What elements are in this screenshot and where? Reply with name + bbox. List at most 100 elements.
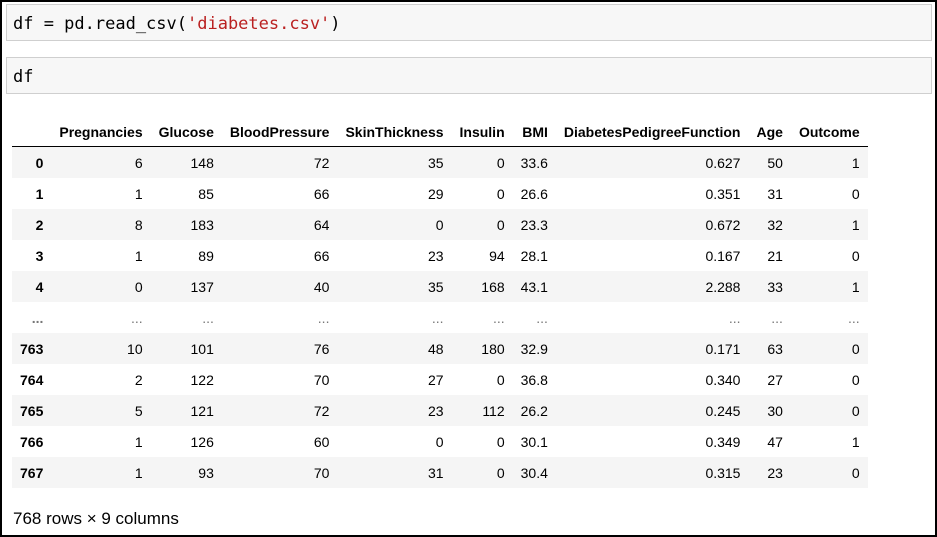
table-cell: 30.1: [520, 433, 548, 450]
table-cell: 33: [767, 278, 783, 295]
table-cell: 0: [496, 185, 505, 202]
table-cell: 66: [313, 185, 330, 202]
table-cell: 0.340: [705, 371, 741, 388]
column-header: Insulin: [451, 117, 513, 147]
table-row: 3 1 89 66 23 94 28.1 0.167 21 0: [12, 240, 868, 271]
column-header: Glucose: [150, 117, 222, 147]
column-header: BMI: [512, 117, 556, 147]
table-cell: 1: [134, 247, 143, 264]
column-header: Age: [748, 117, 791, 147]
table-cell: 10: [127, 340, 143, 357]
table-cell: 64: [313, 216, 330, 233]
table-cell: 23.3: [520, 216, 548, 233]
table-cell: 6: [134, 154, 143, 171]
table-cell: 0.349: [705, 433, 741, 450]
table-cell: 2: [134, 371, 143, 388]
row-index: 764: [20, 371, 44, 388]
table-cell: 0: [851, 371, 860, 388]
table-cell: 1: [134, 464, 143, 481]
column-header: SkinThickness: [337, 117, 452, 147]
table-cell: 94: [489, 247, 505, 264]
table-row: 763 10 101 76 48 180 32.9 0.171 63 0: [12, 333, 868, 364]
table-cell: 0.171: [705, 340, 741, 357]
table-cell: 30: [767, 402, 783, 419]
table-row: 764 2 122 70 27 0 36.8 0.340 27 0: [12, 364, 868, 395]
table-cell: 40: [313, 278, 330, 295]
table-cell: 35: [427, 278, 444, 295]
table-cell: 31: [767, 185, 783, 202]
table-cell: ...: [492, 309, 505, 326]
code-suffix: ): [330, 14, 341, 34]
table-cell: 72: [313, 402, 330, 419]
column-header: Outcome: [790, 117, 868, 147]
table-cell: 1: [851, 433, 860, 450]
table-cell: ...: [728, 309, 741, 326]
table-cell: 122: [190, 371, 214, 388]
dataframe-shape-text: 768 rows × 9 columns: [13, 509, 179, 528]
table-row: 1 1 85 66 29 0 26.6 0.351 31 0: [12, 178, 868, 209]
row-index: 4: [35, 278, 44, 295]
code-text: df: [13, 67, 34, 87]
table-cell: 0.315: [705, 464, 741, 481]
table-cell: 1: [134, 185, 143, 202]
table-cell: 180: [481, 340, 505, 357]
table-cell: 23: [427, 247, 444, 264]
row-index: 3: [35, 247, 44, 264]
table-cell: 30.4: [520, 464, 548, 481]
table-cell: 70: [313, 371, 330, 388]
index-header: [12, 117, 52, 147]
row-index: 765: [20, 402, 44, 419]
table-cell: 0.672: [705, 216, 741, 233]
table-cell: 23: [767, 464, 783, 481]
table-cell: ...: [202, 309, 214, 326]
row-index: 767: [20, 464, 44, 481]
table-cell: ...: [771, 309, 783, 326]
row-index: ...: [31, 309, 44, 326]
row-index: 2: [35, 216, 44, 233]
table-cell: 0: [496, 216, 505, 233]
table-cell: 48: [427, 340, 444, 357]
table-cell: 1: [851, 278, 860, 295]
table-cell: ...: [536, 309, 548, 326]
table-cell: 137: [190, 278, 214, 295]
row-index: 0: [35, 154, 44, 171]
table-cell: ...: [317, 309, 330, 326]
table-cell: 76: [313, 340, 330, 357]
table-cell: 27: [767, 371, 783, 388]
table-cell: 26.2: [520, 402, 548, 419]
table-cell: 0.245: [705, 402, 741, 419]
table-cell: 121: [190, 402, 214, 419]
column-header: Pregnancies: [51, 117, 151, 147]
table-cell: 0: [851, 464, 860, 481]
table-cell: 28.1: [520, 247, 548, 264]
table-cell: 21: [767, 247, 783, 264]
table-cell: 0: [496, 154, 505, 171]
table-cell: 50: [767, 154, 783, 171]
table-cell: 72: [313, 154, 330, 171]
table-cell: 148: [190, 154, 214, 171]
table-cell: 70: [313, 464, 330, 481]
table-cell: 66: [313, 247, 330, 264]
table-cell: 0.351: [705, 185, 741, 202]
code-cell-read-csv[interactable]: df = pd.read_csv('diabetes.csv'): [6, 4, 932, 41]
table-cell: 31: [427, 464, 444, 481]
table-cell: 89: [198, 247, 214, 264]
dataframe-table: Pregnancies Glucose BloodPressure SkinTh…: [12, 117, 868, 488]
table-cell: 0: [851, 247, 860, 264]
table-row: 0 6 148 72 35 0 33.6 0.627 50 1: [12, 146, 868, 178]
code-cell-df[interactable]: df: [6, 57, 932, 94]
table-ellipsis-row: ..............................: [12, 302, 868, 333]
table-cell: 183: [190, 216, 214, 233]
table-cell: 0: [851, 402, 860, 419]
table-cell: 60: [313, 433, 330, 450]
table-cell: 93: [198, 464, 214, 481]
table-cell: 0: [435, 433, 444, 450]
table-cell: 63: [767, 340, 783, 357]
table-cell: 2.288: [705, 278, 741, 295]
table-cell: 29: [427, 185, 444, 202]
table-cell: 27: [427, 371, 444, 388]
table-cell: 5: [134, 402, 143, 419]
table-cell: 47: [767, 433, 783, 450]
table-cell: 32.9: [520, 340, 548, 357]
table-cell: 26.6: [520, 185, 548, 202]
